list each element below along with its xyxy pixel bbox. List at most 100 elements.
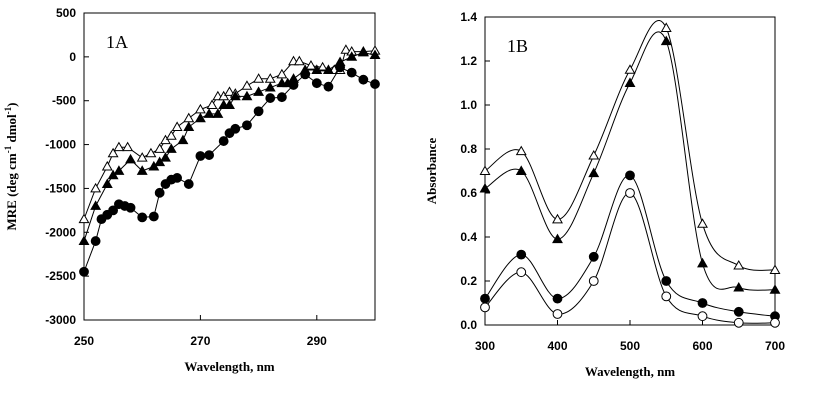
data-point [769, 284, 781, 294]
panel-label-1B: 1B [507, 36, 528, 56]
data-point [122, 141, 134, 152]
y-tick-label: 0.8 [460, 142, 477, 156]
data-point [264, 81, 276, 92]
data-point [177, 134, 189, 145]
data-point [90, 200, 102, 210]
data-point [624, 77, 636, 87]
y-tick-label: 1.4 [460, 10, 477, 24]
x-tick-label: 270 [190, 334, 210, 348]
data-point [323, 81, 334, 92]
data-point [154, 143, 166, 153]
y-axis-title-superscript: -1 [3, 106, 13, 114]
data-point [515, 145, 527, 156]
data-point [154, 187, 165, 198]
y-tick-label: 0.2 [460, 274, 477, 288]
chart-panel-1A: -3000 -2500 -2000 -1500 -1000 -500 0 500 250 270 2… [3, 6, 381, 374]
data-point [305, 60, 317, 70]
data-point [322, 64, 334, 74]
data-point [552, 293, 563, 304]
data-point [78, 213, 90, 224]
data-point [253, 106, 264, 117]
data-point [311, 78, 322, 89]
data-point [335, 62, 345, 73]
data-point [358, 74, 369, 85]
x-axis-title: Wavelength, nm [585, 364, 675, 379]
data-point [204, 150, 215, 160]
data-point [230, 123, 241, 134]
series-line [484, 192, 776, 324]
data-point [625, 170, 635, 181]
y-tick-label: -2500 [45, 269, 76, 283]
data-point [369, 49, 381, 60]
data-point [107, 147, 119, 158]
x-tick-label: 600 [692, 339, 712, 353]
y-tick-label: -1000 [45, 138, 76, 152]
y-tick-label: 0 [69, 50, 76, 64]
series-filled-triangle [479, 31, 781, 294]
series-filled-triangle [78, 46, 381, 246]
data-point [370, 79, 380, 89]
data-point [346, 67, 357, 78]
data-point [253, 86, 265, 96]
data-point [480, 302, 490, 313]
data-point [194, 103, 206, 114]
data-point [148, 211, 159, 222]
data-point [264, 73, 276, 83]
data-point [733, 306, 744, 317]
data-point [552, 213, 563, 224]
y-axis-title-part: dmol [4, 114, 19, 146]
data-point [697, 218, 708, 228]
data-point [697, 257, 708, 268]
data-point [101, 160, 113, 171]
data-point [733, 259, 745, 270]
data-point [241, 80, 253, 90]
x-axis-title: Wavelength, nm [184, 359, 274, 374]
y-tick-label: 0.6 [460, 186, 477, 200]
data-point [125, 202, 136, 213]
x-tick-label: 300 [475, 339, 495, 353]
data-point [78, 235, 90, 246]
series-line [484, 31, 776, 291]
x-tick-label: 700 [765, 339, 785, 353]
data-point [218, 136, 229, 146]
data-point [195, 151, 206, 161]
panel-label-1A: 1A [106, 32, 128, 52]
series-line [83, 66, 376, 272]
data-point [588, 251, 599, 262]
data-point [552, 309, 563, 319]
data-point [588, 276, 599, 286]
data-point [317, 61, 329, 72]
data-point [113, 165, 125, 175]
chart-panel-1B: 0.0 0.2 0.4 0.6 0.8 1.0 1.2 1.4 300 400 500 600 700 W… [424, 10, 785, 379]
data-point [172, 173, 183, 183]
series-open-circle [480, 188, 780, 328]
y-tick-label: -500 [52, 94, 76, 108]
data-point [108, 205, 118, 216]
data-point [660, 35, 672, 46]
data-point [194, 112, 206, 123]
data-point [224, 99, 235, 110]
data-point [183, 179, 194, 189]
data-point [229, 90, 241, 101]
data-point [160, 152, 171, 162]
plot-frame [83, 12, 376, 321]
data-point [552, 233, 563, 244]
data-point [125, 153, 137, 164]
data-point [340, 44, 352, 54]
data-point [265, 93, 276, 103]
data-point [479, 165, 491, 175]
data-point [101, 178, 113, 188]
data-point [183, 121, 195, 131]
data-point [241, 90, 253, 101]
data-point [171, 121, 183, 131]
data-point [733, 281, 745, 292]
y-axis-title: Absorbance [424, 138, 439, 205]
data-point [697, 298, 708, 308]
series-filled-circle [79, 62, 380, 277]
data-point [165, 143, 177, 153]
data-point [661, 276, 672, 286]
data-point [515, 165, 527, 175]
data-point [733, 317, 744, 328]
y-axis-title-part: MRE (deg cm [4, 153, 19, 230]
data-point [203, 108, 215, 118]
